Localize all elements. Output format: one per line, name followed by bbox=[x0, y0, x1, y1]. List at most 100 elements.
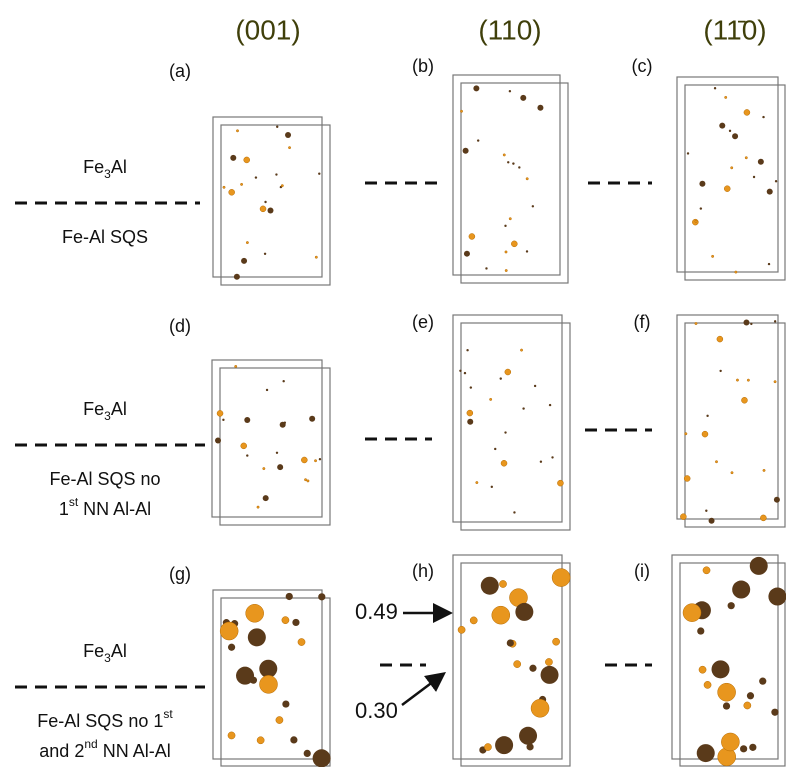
atom bbox=[534, 385, 536, 387]
atom bbox=[747, 379, 749, 381]
atom bbox=[494, 448, 496, 450]
atom bbox=[509, 90, 511, 92]
atom bbox=[685, 433, 687, 435]
atom bbox=[763, 469, 765, 471]
annotation: 0.49 bbox=[355, 599, 398, 624]
atom bbox=[467, 419, 473, 425]
atom bbox=[514, 660, 521, 667]
atom bbox=[537, 105, 543, 111]
panel-label: (c) bbox=[632, 56, 653, 76]
atom bbox=[758, 159, 764, 165]
atom bbox=[515, 603, 533, 621]
atom bbox=[288, 146, 290, 148]
atom bbox=[712, 660, 730, 678]
atom bbox=[466, 349, 468, 351]
column-header: (001) bbox=[235, 14, 300, 45]
atom bbox=[706, 415, 708, 417]
atom bbox=[552, 569, 570, 587]
panel-label: (e) bbox=[412, 312, 434, 332]
atom bbox=[276, 126, 278, 128]
cell-box bbox=[677, 315, 778, 519]
atom bbox=[464, 372, 466, 374]
atom bbox=[284, 422, 286, 424]
atom bbox=[718, 683, 736, 701]
panel-label: (f) bbox=[634, 312, 651, 332]
row-label: Fe3Al bbox=[83, 641, 127, 665]
atom bbox=[762, 116, 764, 118]
atom bbox=[470, 617, 477, 624]
atom bbox=[518, 166, 520, 168]
atom bbox=[717, 336, 723, 342]
row-label: Fe-Al SQS no 1st bbox=[37, 707, 173, 731]
atom bbox=[236, 667, 254, 685]
atom bbox=[257, 737, 264, 744]
cell-box bbox=[461, 323, 570, 530]
atom bbox=[750, 323, 752, 325]
atom bbox=[703, 567, 710, 574]
atom bbox=[260, 206, 266, 212]
atom bbox=[529, 665, 536, 672]
atom bbox=[687, 152, 689, 154]
cell-box bbox=[677, 77, 778, 272]
atom bbox=[313, 749, 331, 767]
atom bbox=[495, 736, 513, 754]
atom bbox=[282, 617, 289, 624]
atom bbox=[485, 267, 487, 269]
atom bbox=[246, 241, 248, 243]
atom bbox=[519, 727, 537, 745]
atom bbox=[540, 460, 542, 462]
atom bbox=[319, 458, 321, 460]
atom bbox=[230, 155, 236, 161]
atom bbox=[551, 456, 553, 458]
row-label: Fe-Al SQS bbox=[62, 227, 148, 247]
atom bbox=[774, 381, 776, 383]
atom bbox=[301, 457, 307, 463]
atom bbox=[526, 743, 533, 750]
atom bbox=[719, 123, 725, 129]
atom bbox=[304, 479, 306, 481]
atom bbox=[505, 251, 507, 253]
atom bbox=[700, 207, 702, 209]
atom bbox=[744, 109, 750, 115]
atom bbox=[290, 736, 297, 743]
atom bbox=[459, 370, 461, 372]
atom bbox=[458, 626, 465, 633]
cell-box bbox=[672, 555, 778, 759]
annotation: 0.30 bbox=[355, 698, 398, 723]
atom bbox=[736, 379, 738, 381]
atom bbox=[246, 454, 248, 456]
atom bbox=[499, 580, 506, 587]
atom bbox=[753, 176, 755, 178]
atom bbox=[724, 186, 730, 192]
atom bbox=[505, 369, 511, 375]
atom bbox=[549, 404, 551, 406]
atom bbox=[263, 495, 269, 501]
atom bbox=[228, 732, 235, 739]
atom bbox=[215, 438, 221, 444]
atom bbox=[460, 110, 462, 112]
cell-box bbox=[461, 83, 568, 283]
atom bbox=[228, 644, 235, 651]
atom bbox=[282, 700, 289, 707]
atom bbox=[699, 181, 705, 187]
atom bbox=[552, 638, 559, 645]
panel-label: (g) bbox=[169, 564, 191, 584]
atom bbox=[760, 515, 766, 521]
atom bbox=[745, 157, 747, 159]
atom bbox=[276, 716, 283, 723]
atom bbox=[463, 148, 469, 154]
atom bbox=[750, 557, 768, 575]
atom bbox=[743, 320, 749, 326]
atom bbox=[732, 133, 738, 139]
atom bbox=[731, 472, 733, 474]
atom bbox=[520, 349, 522, 351]
atom bbox=[285, 132, 291, 138]
atom bbox=[298, 638, 305, 645]
atom bbox=[241, 258, 247, 264]
atom bbox=[728, 602, 735, 609]
atom bbox=[705, 510, 707, 512]
atom bbox=[217, 410, 223, 416]
atom bbox=[522, 407, 524, 409]
atom bbox=[695, 220, 697, 222]
atom bbox=[526, 250, 528, 252]
